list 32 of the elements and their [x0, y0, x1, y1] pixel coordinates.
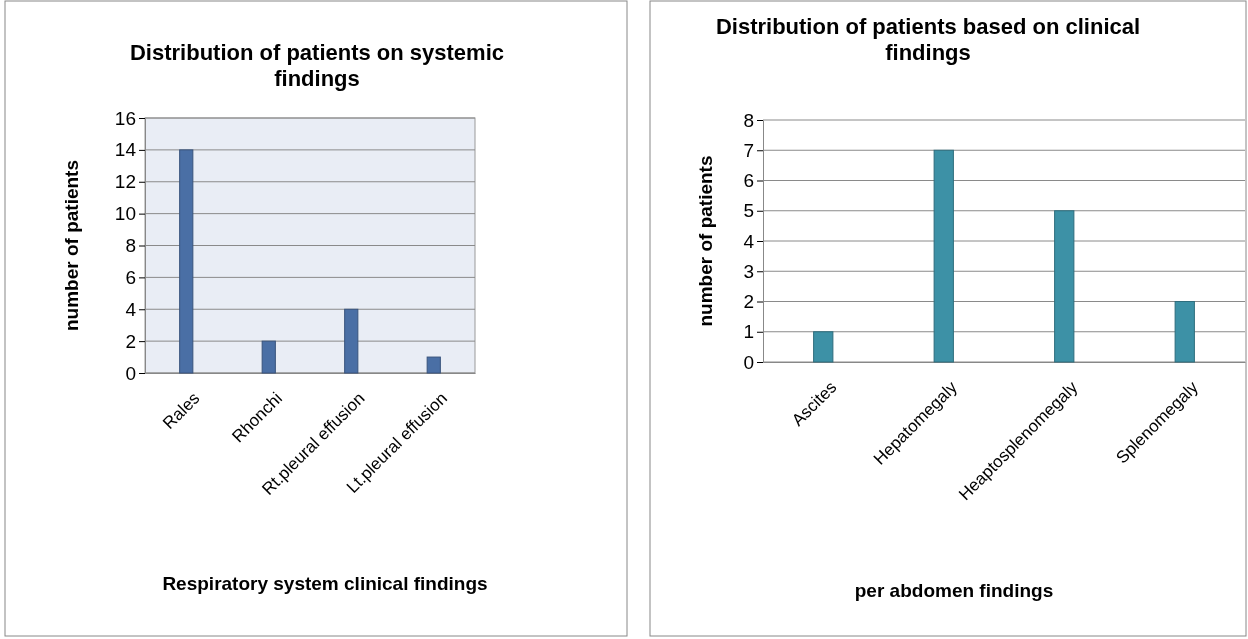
- bar: [1174, 301, 1195, 363]
- x-axis-title: per abdomen findings: [854, 580, 1054, 601]
- y-axis-title: number of patients: [695, 155, 716, 327]
- y-tick-label: 16: [114, 107, 136, 129]
- y-tick-label: 8: [743, 109, 754, 131]
- y-tick-label: 0: [743, 351, 754, 373]
- y-tick-label: 14: [114, 139, 137, 161]
- x-axis-title: Respiratory system clinical findings: [162, 573, 488, 594]
- bar: [1054, 210, 1075, 363]
- y-tick-label: 4: [125, 298, 137, 320]
- y-tick-label: 6: [125, 266, 136, 288]
- y-tick-label: 7: [743, 139, 754, 161]
- y-tick-label: 1: [743, 321, 754, 343]
- bar: [344, 308, 359, 374]
- bar: [179, 149, 194, 374]
- chart-title: Distribution of patients on systemic findings: [129, 40, 505, 91]
- chart-title: Distribution of patients based on clinical findings: [715, 14, 1141, 65]
- y-tick-label: 6: [743, 170, 754, 192]
- y-tick-label: 2: [125, 330, 136, 352]
- bar: [933, 149, 954, 363]
- bar: [426, 356, 441, 374]
- y-axis-title: number of patients: [61, 159, 82, 332]
- y-tick-label: 2: [743, 291, 754, 313]
- y-tick-label: 12: [114, 171, 136, 193]
- y-tick-label: 0: [125, 362, 136, 384]
- y-tick-label: 10: [114, 203, 136, 225]
- bar: [261, 340, 276, 374]
- y-tick-label: 4: [743, 230, 755, 252]
- y-tick-label: 8: [125, 235, 136, 257]
- y-tick-label: 5: [743, 200, 754, 222]
- y-tick-label: 3: [743, 260, 754, 282]
- bar: [813, 331, 834, 363]
